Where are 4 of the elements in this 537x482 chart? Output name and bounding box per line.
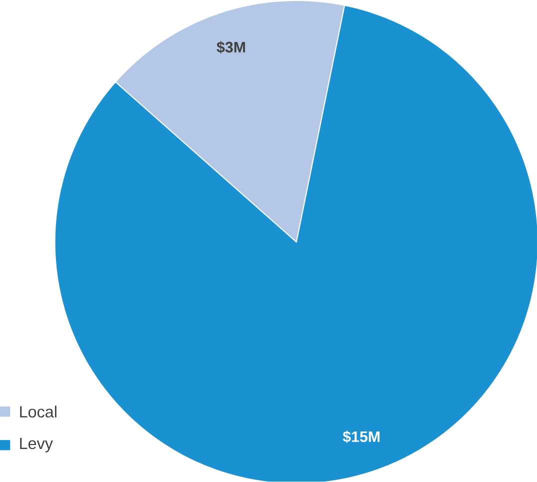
legend-label: Local: [20, 406, 56, 418]
data-label: $3M: [216, 41, 245, 54]
data-label: $15M: [342, 430, 380, 444]
legend-label: Levy: [20, 438, 53, 453]
